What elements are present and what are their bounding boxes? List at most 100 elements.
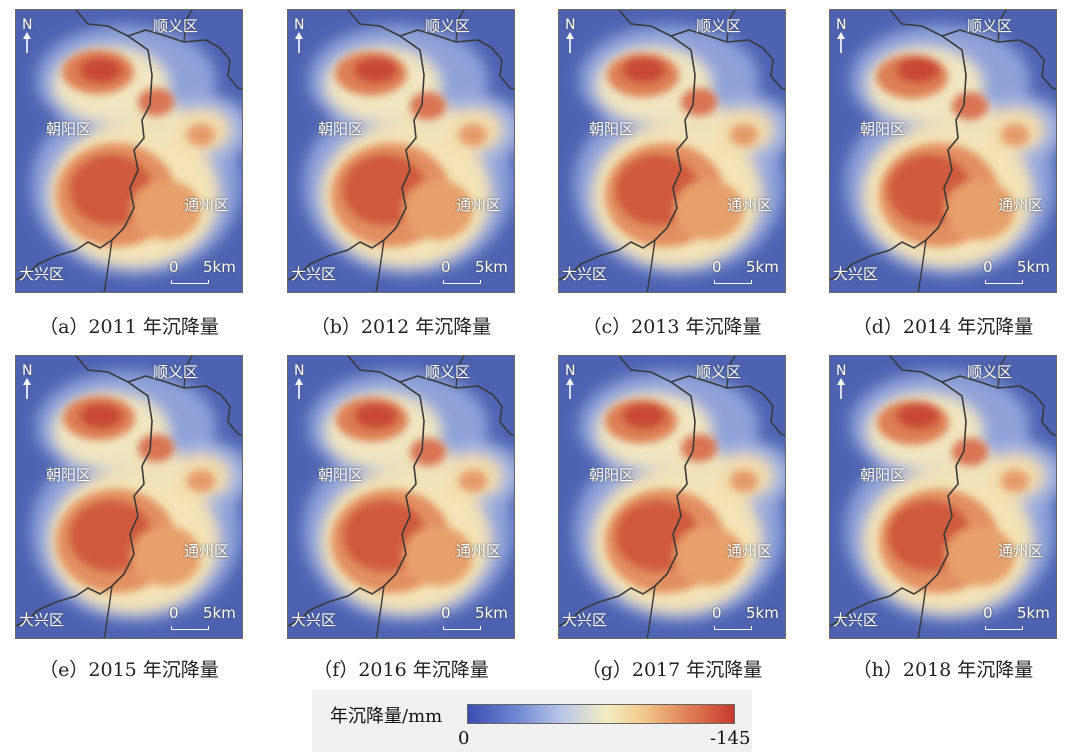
scale-bar-line [443,280,481,284]
daxing-district-label: 大兴区 [291,265,337,283]
scale-zero-label: 0 [441,604,451,622]
shunyi-district-label: 顺义区 [425,363,471,381]
daxing-district-label: 大兴区 [19,265,65,283]
subsidence-map-panel: N 顺义区 朝阳区 通州区 大兴区 0 5km [558,9,786,293]
daxing-district-label: 大兴区 [19,611,65,629]
subsidence-map-panel: N 顺义区 朝阳区 通州区 大兴区 0 5km [829,355,1057,639]
chaoyang-district-label: 朝阳区 [860,466,906,484]
scale-bar-line [443,626,481,630]
scale-five-label: 5km [1017,258,1050,276]
scale-bar: 0 5km [437,604,509,632]
daxing-district-label: 大兴区 [833,611,879,629]
north-arrow-icon: N [564,17,578,55]
chaoyang-district-label: 朝阳区 [318,466,364,484]
chaoyang-district-label: 朝阳区 [46,120,92,138]
subsidence-map-panel: N 顺义区 朝阳区 通州区 大兴区 0 5km [558,355,786,639]
scale-zero-label: 0 [712,604,722,622]
north-label: N [22,363,33,379]
panel-caption: （f）2016 年沉降量 [313,659,489,681]
scale-bar-line [714,626,752,630]
legend-max-label: -145 [710,728,751,749]
north-arrow-icon: N [835,17,849,55]
tongzhou-district-label: 通州区 [184,542,230,560]
tongzhou-district-label: 通州区 [456,542,502,560]
chaoyang-district-label: 朝阳区 [589,120,635,138]
panel-caption: （b）2012 年沉降量 [310,316,492,338]
subsidence-map-panel: N 顺义区 朝阳区 通州区 大兴区 0 5km [829,9,1057,293]
tongzhou-district-label: 通州区 [998,542,1044,560]
north-arrow-icon: N [293,17,307,55]
north-arrow-icon: N [21,17,35,55]
subsidence-map-panel: N 顺义区 朝阳区 通州区 大兴区 0 5km [15,355,243,639]
scale-five-label: 5km [203,604,236,622]
scale-bar-line [171,626,209,630]
scale-zero-label: 0 [169,258,179,276]
north-label: N [22,17,33,33]
panel-caption: （e）2015 年沉降量 [39,659,219,681]
subsidence-map-panel: N 顺义区 朝阳区 通州区 大兴区 0 5km [287,9,515,293]
legend-color-ramp [467,704,735,724]
shunyi-district-label: 顺义区 [425,17,471,35]
shunyi-district-label: 顺义区 [696,17,742,35]
scale-zero-label: 0 [983,258,993,276]
scale-bar: 0 5km [979,604,1051,632]
daxing-district-label: 大兴区 [291,611,337,629]
north-label: N [836,17,847,33]
scale-zero-label: 0 [441,258,451,276]
north-label: N [836,363,847,379]
subsidence-map-panel: N 顺义区 朝阳区 通州区 大兴区 0 5km [287,355,515,639]
north-arrow-icon: N [835,363,849,401]
tongzhou-district-label: 通州区 [727,542,773,560]
panel-caption: （a）2011 年沉降量 [39,316,219,338]
north-label: N [565,17,576,33]
tongzhou-district-label: 通州区 [727,196,773,214]
scale-bar: 0 5km [979,258,1051,286]
scale-bar: 0 5km [708,258,780,286]
tongzhou-district-label: 通州区 [456,196,502,214]
scale-zero-label: 0 [169,604,179,622]
scale-bar: 0 5km [708,604,780,632]
legend-min-label: 0 [458,728,470,749]
tongzhou-district-label: 通州区 [184,196,230,214]
chaoyang-district-label: 朝阳区 [46,466,92,484]
scale-bar: 0 5km [165,604,237,632]
north-label: N [294,17,305,33]
chaoyang-district-label: 朝阳区 [860,120,906,138]
scale-five-label: 5km [1017,604,1050,622]
panel-caption: （d）2014 年沉降量 [852,316,1034,338]
scale-zero-label: 0 [983,604,993,622]
chaoyang-district-label: 朝阳区 [589,466,635,484]
north-label: N [565,363,576,379]
shunyi-district-label: 顺义区 [967,17,1013,35]
scale-zero-label: 0 [712,258,722,276]
shunyi-district-label: 顺义区 [696,363,742,381]
north-arrow-icon: N [564,363,578,401]
scale-five-label: 5km [203,258,236,276]
legend-title: 年沉降量/mm [330,706,443,727]
shunyi-district-label: 顺义区 [153,17,199,35]
scale-bar-line [171,280,209,284]
scale-bar-line [714,280,752,284]
panel-caption: （c）2013 年沉降量 [582,316,762,338]
subsidence-map-panel: N 顺义区 朝阳区 通州区 大兴区 0 5km [15,9,243,293]
daxing-district-label: 大兴区 [562,265,608,283]
daxing-district-label: 大兴区 [562,611,608,629]
scale-bar: 0 5km [165,258,237,286]
panel-caption: （g）2017 年沉降量 [581,659,763,681]
panel-caption: （h）2018 年沉降量 [852,659,1034,681]
tongzhou-district-label: 通州区 [998,196,1044,214]
scale-bar: 0 5km [437,258,509,286]
north-arrow-icon: N [21,363,35,401]
scale-bar-line [985,280,1023,284]
scale-five-label: 5km [475,604,508,622]
scale-five-label: 5km [746,604,779,622]
shunyi-district-label: 顺义区 [153,363,199,381]
scale-bar-line [985,626,1023,630]
north-label: N [294,363,305,379]
shunyi-district-label: 顺义区 [967,363,1013,381]
daxing-district-label: 大兴区 [833,265,879,283]
north-arrow-icon: N [293,363,307,401]
scale-five-label: 5km [475,258,508,276]
chaoyang-district-label: 朝阳区 [318,120,364,138]
scale-five-label: 5km [746,258,779,276]
